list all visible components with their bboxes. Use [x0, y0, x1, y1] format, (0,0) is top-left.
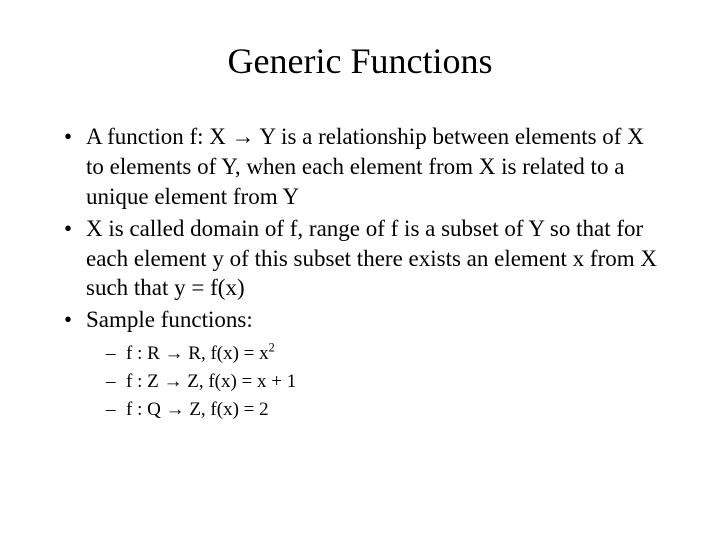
sub-text: f : R → R, f(x) = x: [126, 343, 269, 364]
main-bullet-list: A function f: X → Y is a relationship be…: [60, 122, 660, 422]
bullet-item: A function f: X → Y is a relationship be…: [60, 122, 660, 212]
superscript: 2: [269, 341, 275, 355]
bullet-text: Sample functions:: [86, 307, 253, 332]
bullet-item: Sample functions: f : R → R, f(x) = x2 f…: [60, 305, 660, 422]
sub-bullet-list: f : R → R, f(x) = x2 f : Z → Z, f(x) = x…: [86, 341, 660, 422]
sub-bullet-item: f : R → R, f(x) = x2: [86, 341, 660, 367]
slide-title: Generic Functions: [60, 40, 660, 82]
sub-bullet-item: f : Q → Z, f(x) = 2: [86, 397, 660, 423]
sub-bullet-item: f : Z → Z, f(x) = x + 1: [86, 369, 660, 395]
bullet-item: X is called domain of f, range of f is a…: [60, 214, 660, 304]
